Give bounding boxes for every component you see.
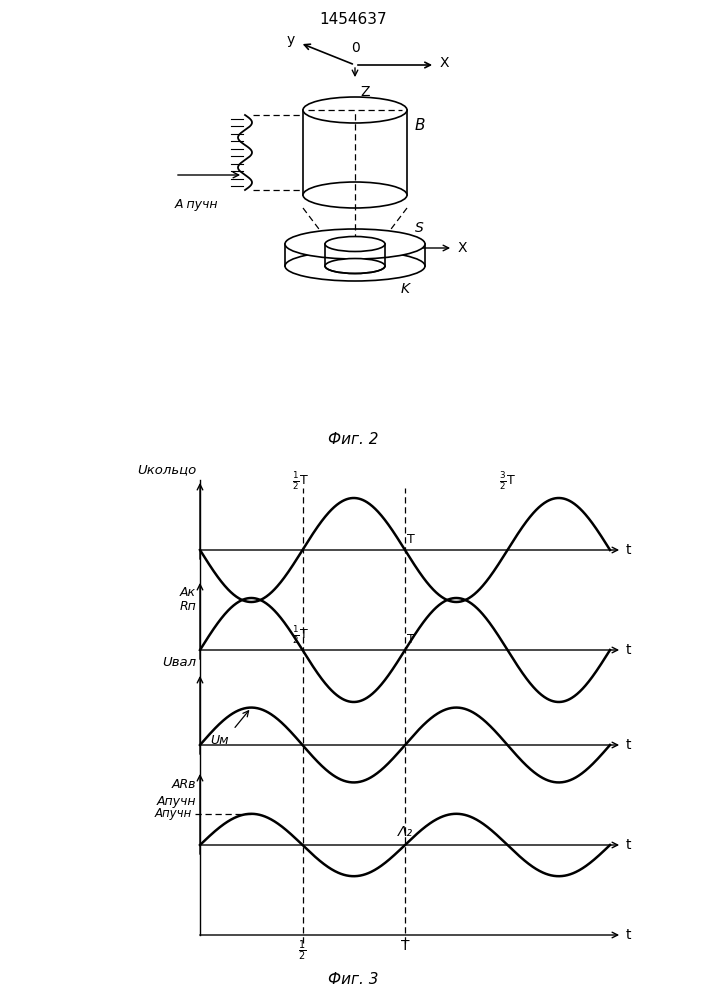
Text: $\frac{3}{2}$T: $\frac{3}{2}$T — [499, 470, 516, 492]
Text: 0: 0 — [351, 41, 359, 55]
Text: Фиг. 3: Фиг. 3 — [328, 972, 378, 988]
Ellipse shape — [285, 251, 425, 281]
Text: y: y — [287, 33, 295, 47]
Text: S: S — [415, 221, 423, 235]
Text: t: t — [626, 838, 631, 852]
Ellipse shape — [303, 97, 407, 123]
Text: Rп: Rп — [180, 599, 196, 612]
Text: Aпучн: Aпучн — [155, 807, 192, 820]
Text: t: t — [626, 928, 631, 942]
Text: Фиг. 2: Фиг. 2 — [328, 432, 378, 448]
Text: $\frac{1}{2}$: $\frac{1}{2}$ — [298, 939, 307, 963]
Ellipse shape — [303, 182, 407, 208]
Text: $\frac{1}{2}$T: $\frac{1}{2}$T — [292, 470, 309, 492]
Text: K: K — [400, 282, 409, 296]
Text: Z: Z — [360, 85, 370, 99]
Text: Uвал: Uвал — [162, 656, 196, 669]
Text: Uм: Uм — [211, 734, 229, 747]
Text: X: X — [440, 56, 450, 70]
Text: $\frac{1}{2}$T: $\frac{1}{2}$T — [292, 624, 309, 646]
Text: T: T — [401, 939, 409, 953]
Text: t: t — [626, 738, 631, 752]
Text: 1454637: 1454637 — [319, 12, 387, 27]
Text: X: X — [458, 241, 467, 255]
Ellipse shape — [285, 229, 425, 259]
Text: T: T — [407, 633, 415, 646]
Text: A пучн: A пучн — [175, 198, 218, 211]
Text: Λ₂: Λ₂ — [397, 825, 413, 839]
Text: t: t — [626, 543, 631, 557]
Text: Aпучн: Aпучн — [156, 794, 196, 808]
Text: ARв: ARв — [172, 778, 196, 792]
Ellipse shape — [325, 258, 385, 273]
Text: t: t — [626, 643, 631, 657]
Text: Uкольцо: Uкольцо — [136, 463, 196, 476]
Ellipse shape — [325, 236, 385, 251]
Text: Aк: Aк — [180, 585, 196, 598]
Text: T: T — [407, 533, 415, 546]
Text: B: B — [415, 117, 426, 132]
